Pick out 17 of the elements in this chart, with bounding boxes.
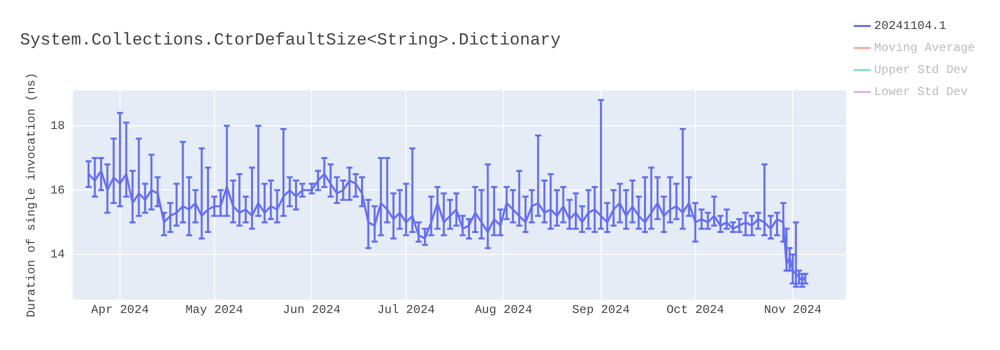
- x-tick-label: Oct 2024: [666, 302, 724, 317]
- legend-label: Moving Average: [874, 41, 976, 56]
- x-tick-label: Nov 2024: [764, 302, 822, 317]
- x-tick-label: Jun 2024: [282, 302, 341, 317]
- x-tick-label: Apr 2024: [91, 302, 149, 317]
- y-tick-label: 16: [50, 183, 65, 198]
- legend-label: 20241104.1: [874, 19, 946, 34]
- x-tick-label: Sep 2024: [572, 302, 630, 317]
- y-tick-label: 14: [50, 248, 65, 262]
- chart-title: System.Collections.CtorDefaultSize<String>.Dictionary: [20, 32, 561, 51]
- x-tick-label: Jul 2024: [377, 302, 435, 317]
- legend-label: Lower Std Dev: [874, 85, 968, 100]
- x-tick-label: Aug 2024: [474, 302, 532, 317]
- y-axis-title: Duration of single invocation (ns): [24, 72, 38, 318]
- y-tick-label: 18: [50, 118, 65, 133]
- x-tick-label: May 2024: [185, 302, 244, 317]
- legend-label: Upper Std Dev: [874, 63, 968, 78]
